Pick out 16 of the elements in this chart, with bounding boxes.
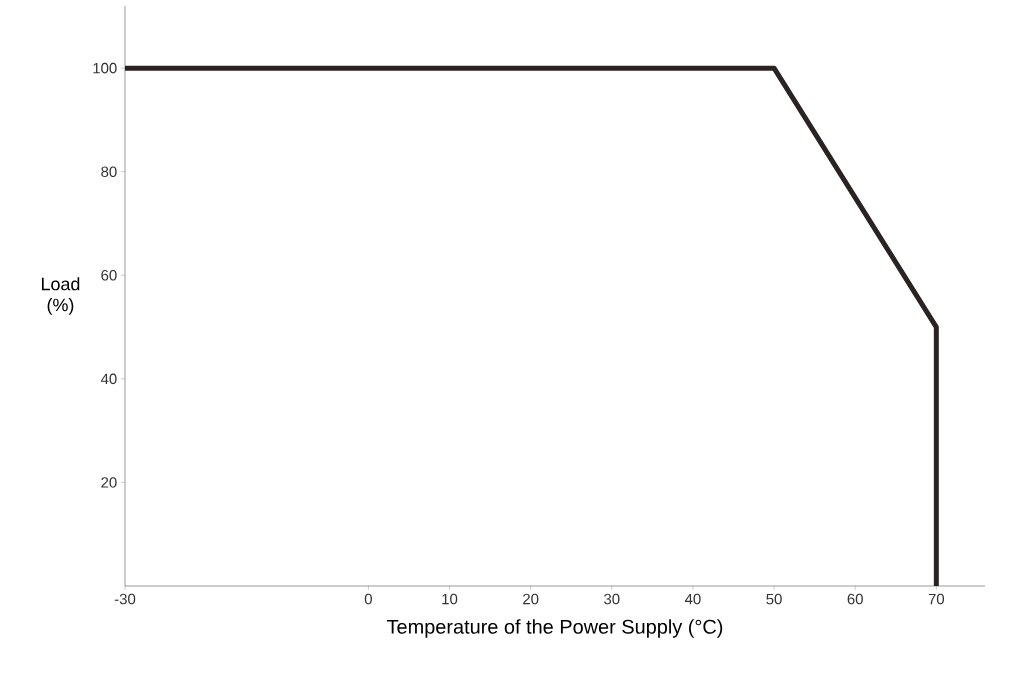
y-tick-label: 100 — [93, 62, 117, 74]
y-tick-label: 60 — [101, 269, 117, 281]
y-axis-title: Load (%) — [41, 277, 80, 315]
x-tick-label: 30 — [604, 593, 620, 605]
x-tick-label: 40 — [684, 593, 701, 605]
x-tick-label: 0 — [364, 593, 372, 605]
y-tick-label: 40 — [100, 373, 117, 385]
x-tick-label: 50 — [766, 593, 782, 605]
x-tick-label: -30 — [114, 593, 136, 605]
y-tick-label: 20 — [101, 477, 117, 488]
x-tick-label: 20 — [523, 593, 539, 605]
x-tick-label: 10 — [442, 593, 458, 605]
y-tick-label: 80 — [101, 166, 117, 177]
x-tick-label: 70 — [928, 593, 945, 605]
x-tick-label: 60 — [847, 593, 863, 605]
x-axis-title: Temperature of the Power Supply (°C) — [387, 619, 723, 638]
